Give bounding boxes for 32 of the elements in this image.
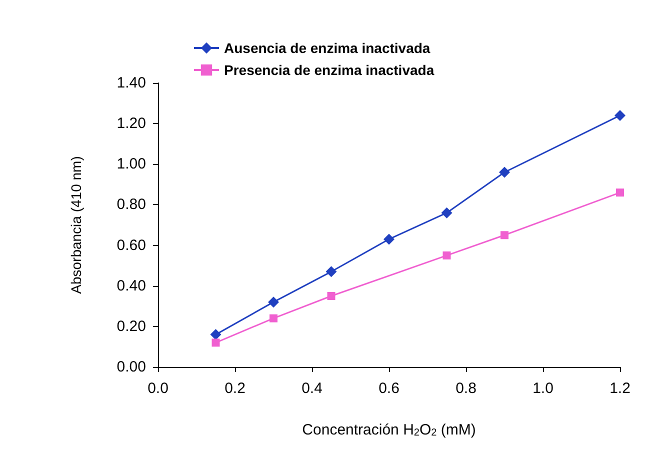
x-tick-label: 1.2	[610, 380, 630, 397]
point	[441, 207, 452, 218]
x-tick-label: 1.0	[532, 380, 554, 397]
point	[500, 231, 508, 240]
y-tick-label: 1.00	[116, 156, 146, 173]
point	[614, 110, 626, 121]
point	[327, 292, 336, 300]
x-tick-label: 0.0	[148, 380, 168, 397]
y-tick-label: 0.80	[116, 196, 146, 214]
y-tick-label: 0.60	[116, 236, 146, 254]
point	[499, 166, 510, 178]
point	[212, 338, 220, 347]
y-tick-label: 0.40	[116, 277, 146, 294]
y-axis-title: Absorbancia (410 nm)	[68, 156, 84, 294]
x-tick-label: 0.8	[456, 380, 476, 397]
legend-label: Ausencia de enzima inactivada	[224, 40, 430, 56]
point	[326, 266, 337, 278]
point	[268, 296, 279, 308]
point	[210, 329, 222, 340]
x-tick-label: 0.2	[224, 380, 246, 397]
y-tick-label: 0.00	[116, 358, 146, 376]
x-axis-title: Concentración H2O2 (mM)	[302, 422, 476, 438]
x-tick-label: 0.6	[378, 380, 400, 397]
legend-label: Presencia de enzima inactivada	[224, 62, 434, 78]
x-tick-label: 0.4	[302, 380, 322, 397]
y-tick-label: 0.20	[116, 318, 146, 335]
point	[270, 314, 278, 322]
point	[384, 234, 394, 245]
point	[442, 251, 451, 260]
y-tick-label: 1.40	[116, 74, 146, 92]
point	[616, 188, 624, 197]
y-tick-label: 1.20	[116, 115, 146, 132]
